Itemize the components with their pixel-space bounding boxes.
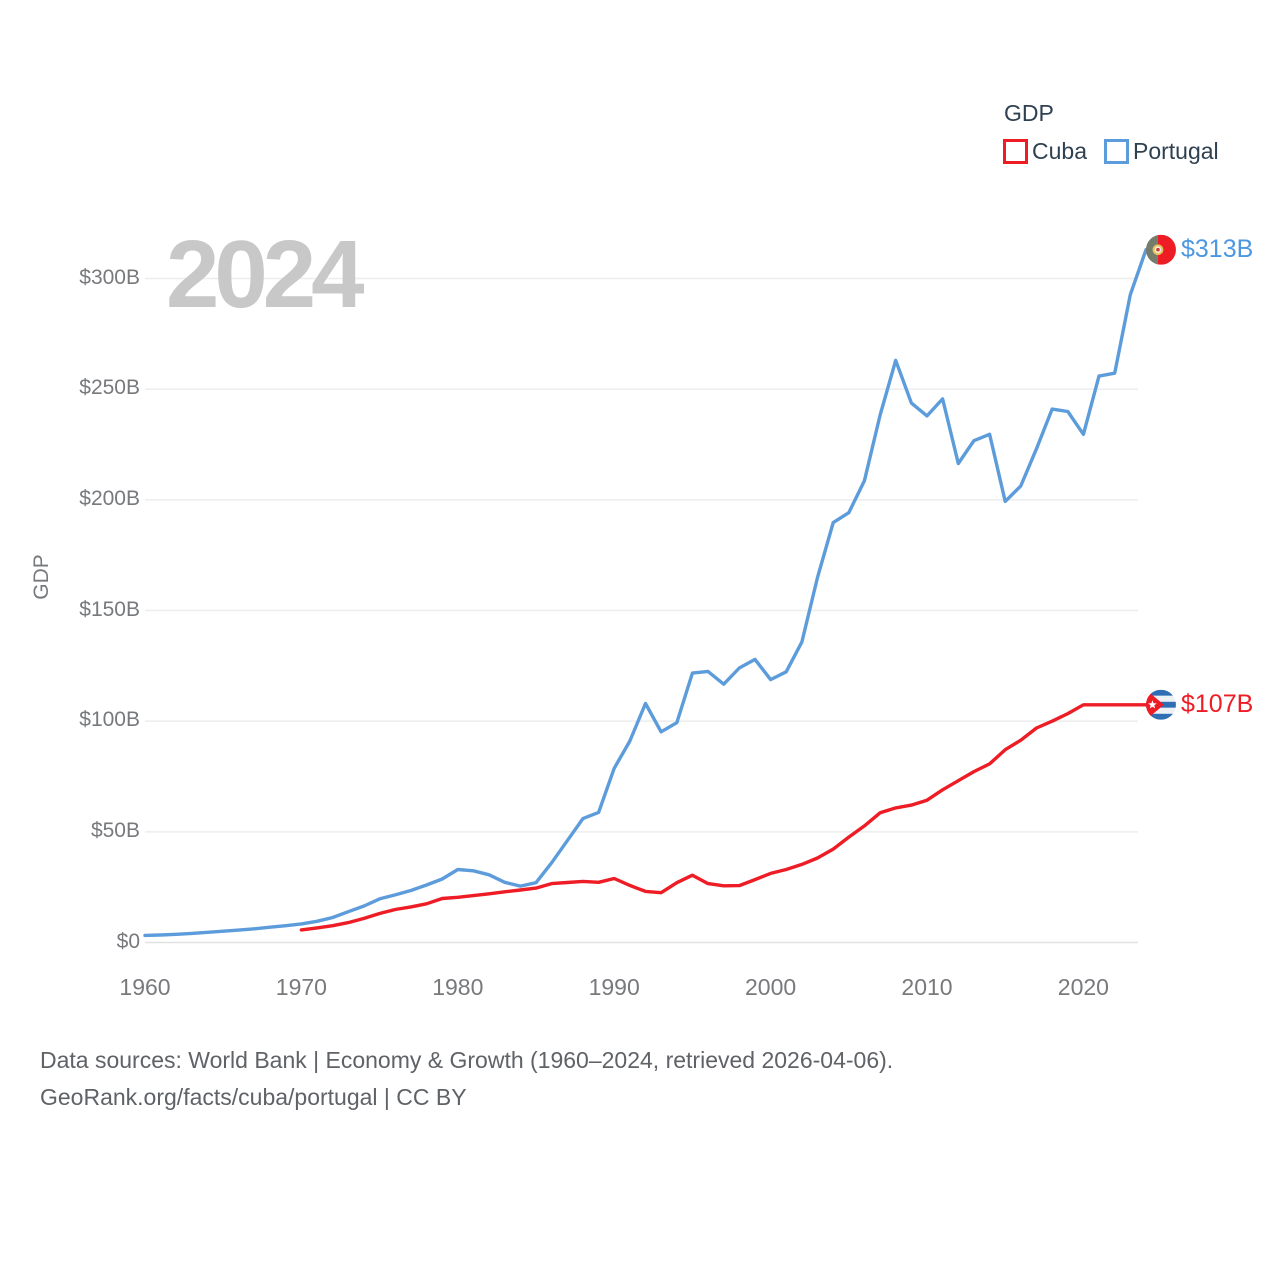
portugal-swatch-icon: [1103, 139, 1129, 164]
portugal-line: [143, 247, 1148, 938]
x-axis-tick-label: 1980: [432, 974, 484, 1000]
y-axis-tick-label: $200B: [79, 486, 140, 510]
portugal-flag-icon: [1145, 234, 1176, 265]
cuba-flag-icon: [1145, 689, 1176, 720]
footer-attribution: GeoRank.org/facts/cuba/portugal | CC BY: [40, 1084, 467, 1110]
legend-items: Cuba Portugal: [1003, 138, 1219, 165]
x-axis-tick-label: 2010: [901, 974, 953, 1000]
x-axis-tick-label: 2000: [745, 974, 797, 1000]
x-axis-tick-label: 1990: [588, 974, 640, 1000]
footer-data-sources: Data sources: World Bank | Economy & Gro…: [40, 1047, 894, 1073]
gridlines: [145, 277, 1138, 944]
x-axis-tick-label: 1960: [119, 974, 171, 1000]
y-axis-tick-label: $300B: [79, 265, 140, 289]
portugal-end-value-label: $313B: [1181, 234, 1254, 263]
x-axis-tick-label: 1970: [275, 974, 327, 1000]
legend-label-portugal: Portugal: [1132, 138, 1219, 164]
y-axis-tick-label: $150B: [79, 597, 140, 621]
legend-item-portugal: Portugal: [1103, 138, 1219, 165]
y-axis-tick-label: $50B: [90, 818, 140, 842]
legend: GDP Cuba Portugal: [1003, 100, 1219, 165]
x-axis-tick-label: 2020: [1057, 974, 1109, 1000]
legend-label-cuba: Cuba: [1032, 138, 1087, 164]
legend-item-cuba: Cuba: [1003, 138, 1087, 165]
legend-title: GDP: [1004, 100, 1054, 126]
footer: Data sources: World Bank | Economy & Gro…: [40, 1042, 893, 1116]
cuba-line: [299, 703, 1148, 932]
watermark-year: 2024: [166, 221, 365, 328]
y-axis-tick-label: $250B: [79, 376, 140, 400]
y-axis-tick-label: $0: [116, 929, 140, 953]
cuba-swatch-icon: [1003, 139, 1028, 164]
y-axis-tick-label: $100B: [79, 708, 140, 732]
cuba-end-value-label: $107B: [1181, 689, 1254, 718]
